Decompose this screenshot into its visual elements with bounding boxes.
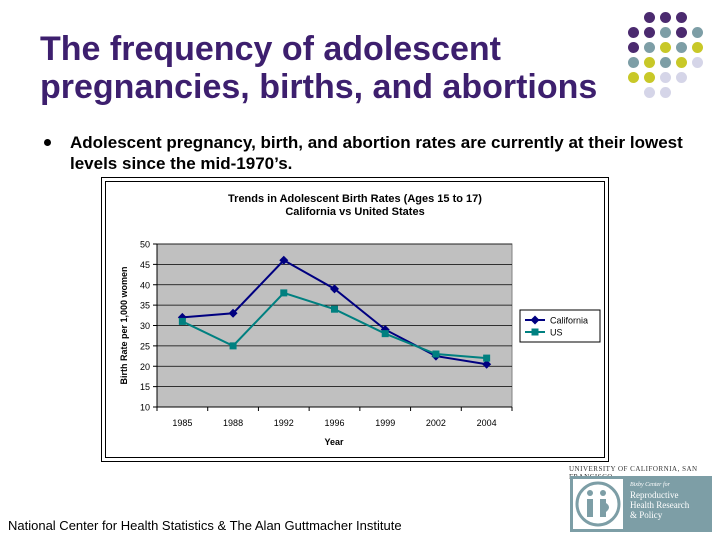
decorative-dot — [644, 72, 655, 83]
legend-marker — [530, 315, 540, 325]
y-tick-label: 35 — [140, 301, 150, 311]
decorative-dot — [676, 27, 687, 38]
y-tick-label: 10 — [140, 403, 150, 413]
y-tick-label: 15 — [140, 382, 150, 392]
decorative-dot — [660, 72, 671, 83]
page-title: The frequency of adolescent pregnancies,… — [40, 30, 598, 106]
data-point-california — [279, 255, 289, 265]
legend-label: US — [550, 328, 563, 338]
legend-marker — [531, 328, 539, 336]
decorative-dot — [660, 87, 671, 98]
chart-title: Trends in Adolescent Birth Rates (Ages 1… — [228, 193, 482, 205]
logo-line-3: & Policy — [630, 510, 663, 520]
chart-subtitle: California vs United States — [285, 206, 424, 218]
data-point-california — [330, 284, 339, 294]
x-tick-label: 1985 — [172, 418, 192, 428]
x-tick-label: 1999 — [375, 418, 395, 428]
decorative-dot — [692, 27, 703, 38]
legend-label: California — [550, 316, 588, 326]
decorative-dot — [644, 27, 655, 38]
decorative-dot — [628, 72, 639, 83]
x-tick-label: 2002 — [426, 418, 446, 428]
logo-line-2: Health Research — [630, 500, 690, 510]
decorative-dot — [644, 57, 655, 68]
data-point-us — [432, 350, 440, 358]
legend-box — [519, 309, 601, 343]
decorative-dot — [628, 27, 639, 38]
bullet-point: Adolescent pregnancy, birth, and abortio… — [44, 132, 684, 174]
chart-inner-border — [105, 181, 605, 458]
decorative-dot — [676, 72, 687, 83]
logo-text: Bixby Center for Reproductive Health Res… — [630, 481, 689, 520]
y-tick-label: 30 — [140, 321, 150, 331]
data-point-us — [331, 305, 338, 313]
decorative-dot — [692, 42, 703, 53]
data-point-us — [483, 354, 491, 362]
decorative-dot — [660, 42, 671, 53]
logo-text-small: Bixby Center for — [630, 482, 670, 488]
y-axis-label: Birth Rate per 1,000 women — [119, 266, 129, 384]
line-chart: Trends in Adolescent Birth Rates (Ages 1… — [119, 193, 601, 447]
decorative-dot-grid — [624, 10, 720, 106]
x-tick-label: 2004 — [477, 418, 497, 428]
y-tick-label: 25 — [140, 341, 150, 351]
data-point-us — [229, 342, 237, 350]
data-point-us — [178, 317, 186, 325]
decorative-dot — [692, 57, 703, 68]
logo-mark-icon — [573, 479, 623, 529]
data-point-california — [482, 359, 492, 369]
decorative-dot — [660, 12, 671, 23]
data-point-us — [381, 330, 389, 338]
x-tick-label: 1996 — [324, 418, 344, 428]
data-point-us — [280, 289, 288, 297]
y-tick-label: 50 — [140, 240, 150, 250]
decorative-dot — [676, 42, 687, 53]
data-point-california — [380, 325, 390, 335]
bullet-icon — [44, 139, 51, 146]
y-tick-label: 45 — [140, 260, 150, 270]
source-citation: National Center for Health Statistics & … — [8, 518, 402, 533]
y-tick-label: 20 — [140, 362, 150, 372]
data-point-california — [228, 308, 238, 318]
decorative-dot — [676, 12, 687, 23]
decorative-dot — [628, 57, 639, 68]
decorative-dot — [644, 12, 655, 23]
x-tick-label: 1988 — [223, 418, 243, 428]
decorative-dot — [676, 57, 687, 68]
bullet-text: Adolescent pregnancy, birth, and abortio… — [70, 133, 683, 173]
x-tick-label: 1992 — [274, 418, 294, 428]
decorative-dot — [644, 87, 655, 98]
chart-frame: Trends in Adolescent Birth Rates (Ages 1… — [101, 177, 609, 462]
y-tick-label: 40 — [140, 280, 150, 290]
decorative-dot — [644, 42, 655, 53]
decorative-dot — [660, 27, 671, 38]
bixby-center-logo: Bixby Center for Reproductive Health Res… — [570, 476, 712, 532]
decorative-dot — [660, 57, 671, 68]
logo-line-1: Reproductive — [630, 490, 679, 500]
decorative-dot — [628, 42, 639, 53]
x-axis-label: Year — [324, 437, 344, 447]
